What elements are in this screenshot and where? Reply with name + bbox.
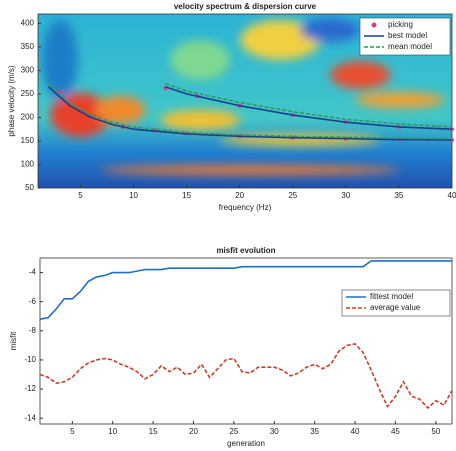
y-tick-label: 250 bbox=[21, 89, 35, 98]
legend-label: average value bbox=[370, 303, 421, 312]
series-line bbox=[39, 260, 452, 320]
y-tick-label: -14 bbox=[24, 413, 36, 422]
x-tick-label: 10 bbox=[129, 191, 138, 200]
x-axis-label: frequency (Hz) bbox=[219, 203, 272, 212]
y-tick-label: -12 bbox=[24, 384, 36, 393]
x-tick-label: 5 bbox=[78, 191, 83, 200]
x-tick-label: 40 bbox=[448, 191, 456, 200]
legend-label: best model bbox=[388, 31, 427, 40]
y-axis-label: misfit bbox=[9, 331, 18, 350]
legend-label: fittest model bbox=[370, 292, 413, 301]
x-tick-label: 35 bbox=[394, 191, 403, 200]
y-tick-label: -4 bbox=[29, 268, 37, 277]
series-line bbox=[39, 343, 453, 410]
x-tick-label: 50 bbox=[431, 427, 440, 436]
x-tick-label: 5 bbox=[70, 427, 75, 436]
legend-box bbox=[341, 289, 451, 317]
legend-label: mean model bbox=[388, 42, 432, 51]
chart-title: misfit evolution bbox=[216, 246, 275, 255]
x-tick-label: 35 bbox=[310, 427, 319, 436]
y-tick-label: 400 bbox=[21, 19, 35, 28]
x-tick-label: 15 bbox=[182, 191, 191, 200]
y-tick-label: -6 bbox=[29, 297, 37, 306]
y-axis-label: phase velocity (m/s) bbox=[7, 65, 16, 136]
y-tick-label: -10 bbox=[24, 355, 36, 364]
x-tick-label: 20 bbox=[235, 191, 244, 200]
y-tick-label: 200 bbox=[21, 113, 35, 122]
legend-swatch bbox=[371, 22, 377, 28]
y-tick-label: 350 bbox=[21, 42, 35, 51]
y-tick-label: -8 bbox=[29, 326, 37, 335]
legend-label: picking bbox=[388, 20, 413, 29]
series-line bbox=[48, 86, 453, 141]
y-tick-label: 50 bbox=[25, 183, 34, 192]
x-tick-label: 30 bbox=[341, 191, 350, 200]
x-tick-label: 30 bbox=[270, 427, 279, 436]
x-tick-label: 25 bbox=[229, 427, 238, 436]
y-tick-label: 150 bbox=[21, 136, 35, 145]
x-tick-label: 25 bbox=[288, 191, 297, 200]
y-tick-label: 100 bbox=[21, 160, 35, 169]
y-tick-label: 300 bbox=[21, 66, 35, 75]
x-tick-label: 20 bbox=[189, 427, 198, 436]
series-line bbox=[48, 82, 453, 140]
x-tick-label: 15 bbox=[149, 427, 158, 436]
chart-title: velocity spectrum & dispersion curve bbox=[174, 2, 317, 11]
x-tick-label: 10 bbox=[108, 427, 117, 436]
x-tick-label: 40 bbox=[351, 427, 360, 436]
x-tick-label: 45 bbox=[391, 427, 400, 436]
series-point bbox=[450, 127, 454, 132]
x-axis-label: generation bbox=[227, 439, 265, 448]
